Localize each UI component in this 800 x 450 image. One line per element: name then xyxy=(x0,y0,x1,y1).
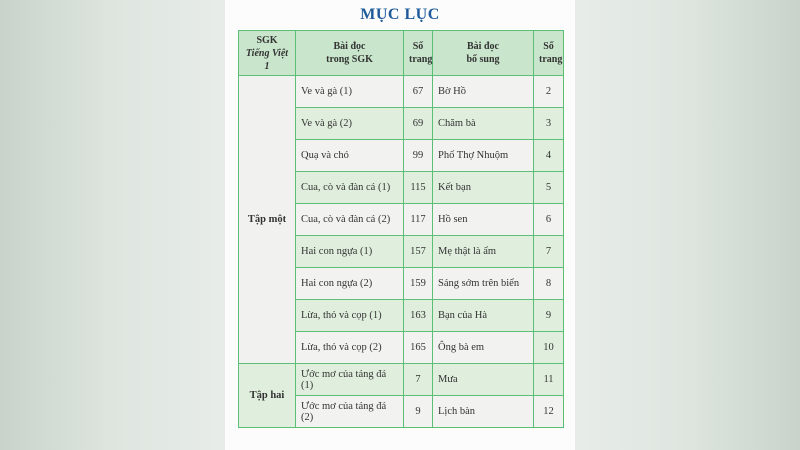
table-row: Hai con ngựa (1) 157 Mẹ thật là ấm 7 xyxy=(239,235,564,268)
table-row: Tập một Ve và gà (1) 67 Bờ Hồ 2 xyxy=(238,75,564,364)
table-row: Lừa, thỏ và cọp (2) 165 Ông bà em 10 xyxy=(239,331,564,364)
lesson-cell: Lừa, thỏ và cọp (2) xyxy=(295,331,404,364)
header-text: Bài đọc xyxy=(333,41,366,52)
lesson-cell: Lừa, thỏ và cọp (1) xyxy=(295,299,404,332)
lesson-cell: Ve và gà (2) xyxy=(295,107,404,140)
header-text: Tiếng Việt 1 xyxy=(245,47,289,72)
header-text: Số xyxy=(412,41,424,52)
extra-page-cell: 3 xyxy=(533,107,564,140)
lesson-cell: Ước mơ của tảng đá (1) xyxy=(295,363,404,396)
extra-lesson-cell: Ông bà em xyxy=(432,331,534,364)
table-row: Quạ và chó 99 Phố Thợ Nhuộm 4 xyxy=(239,139,564,172)
extra-lesson-cell: Bờ Hồ xyxy=(432,75,534,108)
lesson-cell: Quạ và chó xyxy=(295,139,404,172)
group-cell: Tập hai xyxy=(238,363,296,428)
header-text: Số xyxy=(543,41,554,52)
group-cell: Tập một xyxy=(238,75,296,364)
table-row: Cua, cò và đàn cá (2) 117 Hồ sen 6 xyxy=(239,203,564,236)
lesson-cell: Cua, cò và đàn cá (2) xyxy=(295,203,404,236)
lesson-cell: Hai con ngựa (1) xyxy=(295,235,404,268)
extra-page-cell: 6 xyxy=(533,203,564,236)
page-title: MỤC LỤC xyxy=(360,6,440,23)
header-text: trang xyxy=(409,54,433,65)
page-cell: 69 xyxy=(403,107,433,140)
extra-page-cell: 10 xyxy=(533,331,564,364)
extra-page-cell: 8 xyxy=(533,267,564,300)
extra-page-cell: 5 xyxy=(533,171,564,204)
page-cell: 117 xyxy=(403,203,433,236)
table-row: Hai con ngựa (2) 159 Sáng sớm trên biển 8 xyxy=(239,267,564,300)
extra-lesson-cell: Lịch bàn xyxy=(432,395,534,428)
page-cell: 163 xyxy=(403,299,433,332)
extra-lesson-cell: Bạn của Hà xyxy=(432,299,534,332)
table-of-contents: SGK Tiếng Việt 1 Bài đọc trong SGK Số trang… xyxy=(238,30,564,428)
lesson-cell: Hai con ngựa (2) xyxy=(295,267,404,300)
header-text: trong SGK xyxy=(326,54,373,65)
extra-lesson-cell: Mưa xyxy=(432,363,534,396)
header-row: SGK Tiếng Việt 1 Bài đọc trong SGK Số trang… xyxy=(238,30,564,76)
header-text: bổ sung xyxy=(466,54,500,65)
extra-page-cell: 9 xyxy=(533,299,564,332)
extra-lesson-cell: Kết bạn xyxy=(432,171,534,204)
extra-page-cell: 11 xyxy=(533,363,564,396)
table-row: Lừa, thỏ và cọp (1) 163 Bạn của Hà 9 xyxy=(239,299,564,332)
lesson-cell: Ước mơ của tảng đá (2) xyxy=(295,395,404,428)
header-lesson: Bài đọc trong SGK xyxy=(295,30,404,76)
page-cell: 67 xyxy=(403,75,433,108)
extra-lesson-cell: Hồ sen xyxy=(432,203,534,236)
header-extra-lesson: Bài đọc bổ sung xyxy=(432,30,534,76)
table-row: Cua, cò và đàn cá (1) 115 Kết bạn 5 xyxy=(239,171,564,204)
table-row: Ve và gà (2) 69 Chăm bà 3 xyxy=(239,107,564,140)
extra-lesson-cell: Mẹ thật là ấm xyxy=(432,235,534,268)
page-cell: 157 xyxy=(403,235,433,268)
page-cell: 7 xyxy=(403,363,433,396)
header-page: Số trang xyxy=(403,30,433,76)
document-page: MỤC LỤC SGK Tiếng Việt 1 Bài đọc trong SGK… xyxy=(225,0,575,450)
lesson-cell: Cua, cò và đàn cá (1) xyxy=(295,171,404,204)
extra-page-cell: 2 xyxy=(533,75,564,108)
header-book: SGK Tiếng Việt 1 xyxy=(238,30,296,76)
page-cell: 115 xyxy=(403,171,433,204)
page-cell: 9 xyxy=(403,395,433,428)
header-text: trang xyxy=(539,54,563,65)
page-cell: 99 xyxy=(403,139,433,172)
table-row: Ước mơ của tảng đá (2) 9 Lịch bàn 12 xyxy=(239,395,564,428)
extra-page-cell: 4 xyxy=(533,139,564,172)
lesson-cell: Ve và gà (1) xyxy=(295,75,404,108)
header-text: Bài đọc xyxy=(467,41,499,52)
header-extra-page: Số trang xyxy=(533,30,564,76)
page-cell: 159 xyxy=(403,267,433,300)
extra-page-cell: 12 xyxy=(533,395,564,428)
extra-lesson-cell: Phố Thợ Nhuộm xyxy=(432,139,534,172)
page-cell: 165 xyxy=(403,331,433,364)
extra-page-cell: 7 xyxy=(533,235,564,268)
header-text: SGK xyxy=(256,34,278,46)
table-row: Tập hai Ước mơ của tảng đá (1) 7 Mưa 11 xyxy=(238,363,564,428)
extra-lesson-cell: Sáng sớm trên biển xyxy=(432,267,534,300)
extra-lesson-cell: Chăm bà xyxy=(432,107,534,140)
